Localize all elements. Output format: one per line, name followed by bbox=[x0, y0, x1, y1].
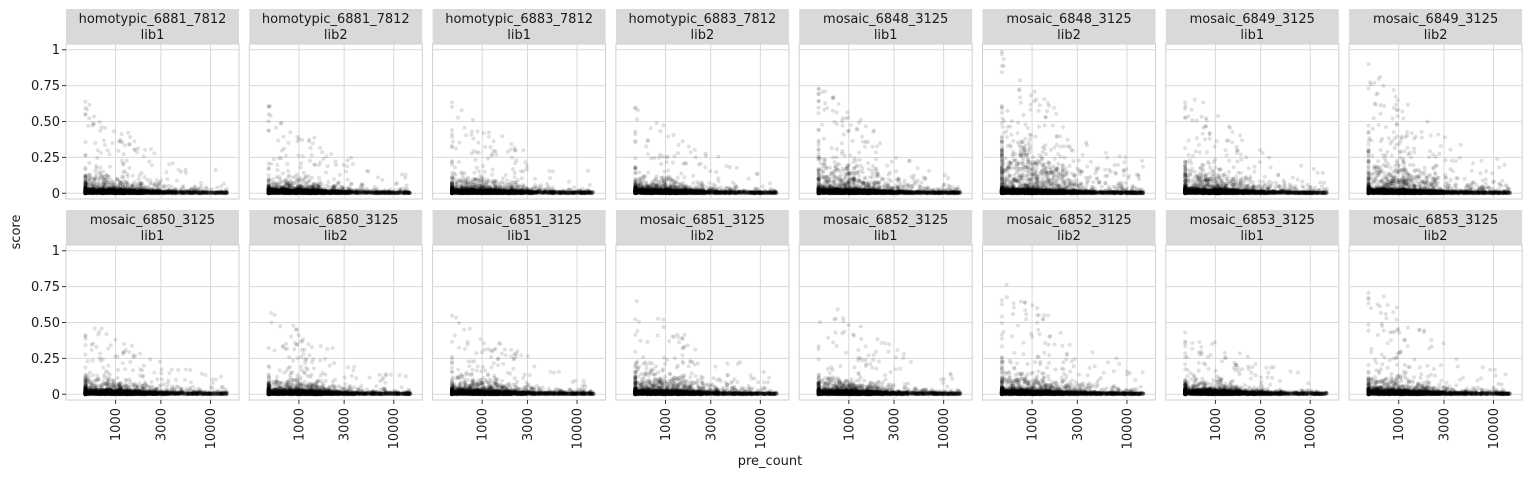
data-point bbox=[110, 141, 114, 145]
data-point bbox=[116, 149, 120, 153]
data-point bbox=[115, 178, 119, 182]
data-point bbox=[137, 177, 141, 181]
data-point bbox=[127, 142, 131, 146]
data-point bbox=[98, 129, 102, 133]
data-point bbox=[92, 122, 96, 126]
data-point bbox=[120, 159, 124, 163]
data-point bbox=[131, 174, 135, 178]
data-point bbox=[100, 175, 104, 179]
data-point bbox=[86, 124, 90, 128]
data-point bbox=[123, 143, 127, 147]
data-point bbox=[224, 191, 228, 195]
data-point bbox=[96, 180, 100, 184]
data-point bbox=[94, 164, 98, 168]
data-point bbox=[215, 186, 219, 190]
data-point bbox=[99, 166, 103, 170]
data-point bbox=[87, 161, 91, 165]
data-point bbox=[87, 116, 91, 120]
data-point bbox=[104, 173, 108, 177]
data-point bbox=[199, 184, 203, 188]
data-point bbox=[101, 169, 105, 173]
data-point bbox=[176, 191, 180, 195]
data-point bbox=[201, 190, 205, 194]
data-point bbox=[157, 180, 161, 184]
data-point bbox=[150, 163, 154, 167]
data-point bbox=[112, 129, 116, 133]
data-point bbox=[128, 135, 132, 139]
data-point bbox=[175, 179, 179, 183]
data-point bbox=[108, 165, 112, 169]
data-point bbox=[171, 161, 175, 165]
data-point bbox=[166, 177, 170, 181]
data-point bbox=[83, 100, 87, 104]
data-point bbox=[204, 187, 208, 191]
data-point bbox=[103, 143, 107, 147]
data-point bbox=[83, 112, 87, 116]
data-point bbox=[87, 103, 91, 107]
data-point bbox=[149, 147, 153, 151]
data-point bbox=[177, 168, 181, 172]
data-point bbox=[98, 120, 102, 124]
data-point bbox=[121, 175, 125, 179]
data-point bbox=[167, 162, 171, 166]
data-point bbox=[83, 106, 87, 110]
data-point bbox=[143, 148, 147, 152]
data-point bbox=[99, 125, 103, 129]
data-point bbox=[164, 170, 168, 174]
data-point bbox=[125, 159, 129, 163]
data-point bbox=[93, 169, 97, 173]
facet-strip-lib-label: lib1 bbox=[141, 28, 165, 43]
data-point bbox=[120, 132, 124, 136]
data-point bbox=[184, 168, 188, 172]
data-point bbox=[199, 181, 203, 185]
data-point bbox=[210, 187, 214, 191]
data-point bbox=[121, 163, 125, 167]
data-point bbox=[126, 131, 130, 135]
data-point bbox=[122, 152, 126, 156]
data-point bbox=[95, 156, 99, 160]
data-point bbox=[83, 184, 87, 188]
data-point bbox=[132, 148, 136, 152]
data-point bbox=[83, 140, 87, 144]
data-point bbox=[128, 166, 132, 170]
data-point bbox=[106, 149, 110, 153]
data-point bbox=[83, 154, 87, 158]
data-point bbox=[139, 182, 143, 186]
data-point bbox=[222, 182, 226, 186]
data-point bbox=[86, 173, 90, 177]
data-point bbox=[94, 173, 98, 177]
data-point bbox=[152, 151, 156, 155]
data-point bbox=[181, 184, 185, 188]
data-point bbox=[99, 151, 103, 155]
data-point bbox=[142, 154, 146, 158]
data-point bbox=[117, 140, 121, 144]
facet-strip-label: homotypic_6881_7812 bbox=[79, 12, 227, 27]
data-point bbox=[126, 182, 130, 186]
data-point bbox=[108, 152, 112, 156]
data-point bbox=[160, 186, 164, 190]
data-point bbox=[102, 138, 106, 142]
data-point bbox=[93, 176, 97, 180]
data-point bbox=[83, 167, 87, 171]
data-point bbox=[96, 148, 100, 152]
data-point bbox=[92, 115, 96, 119]
data-point bbox=[214, 168, 218, 172]
data-point bbox=[93, 141, 97, 145]
data-point bbox=[143, 175, 147, 179]
data-point bbox=[135, 182, 139, 186]
data-point bbox=[103, 126, 107, 130]
data-point bbox=[193, 186, 197, 190]
data-point bbox=[205, 191, 209, 195]
data-point bbox=[132, 139, 136, 143]
data-point bbox=[147, 160, 151, 164]
